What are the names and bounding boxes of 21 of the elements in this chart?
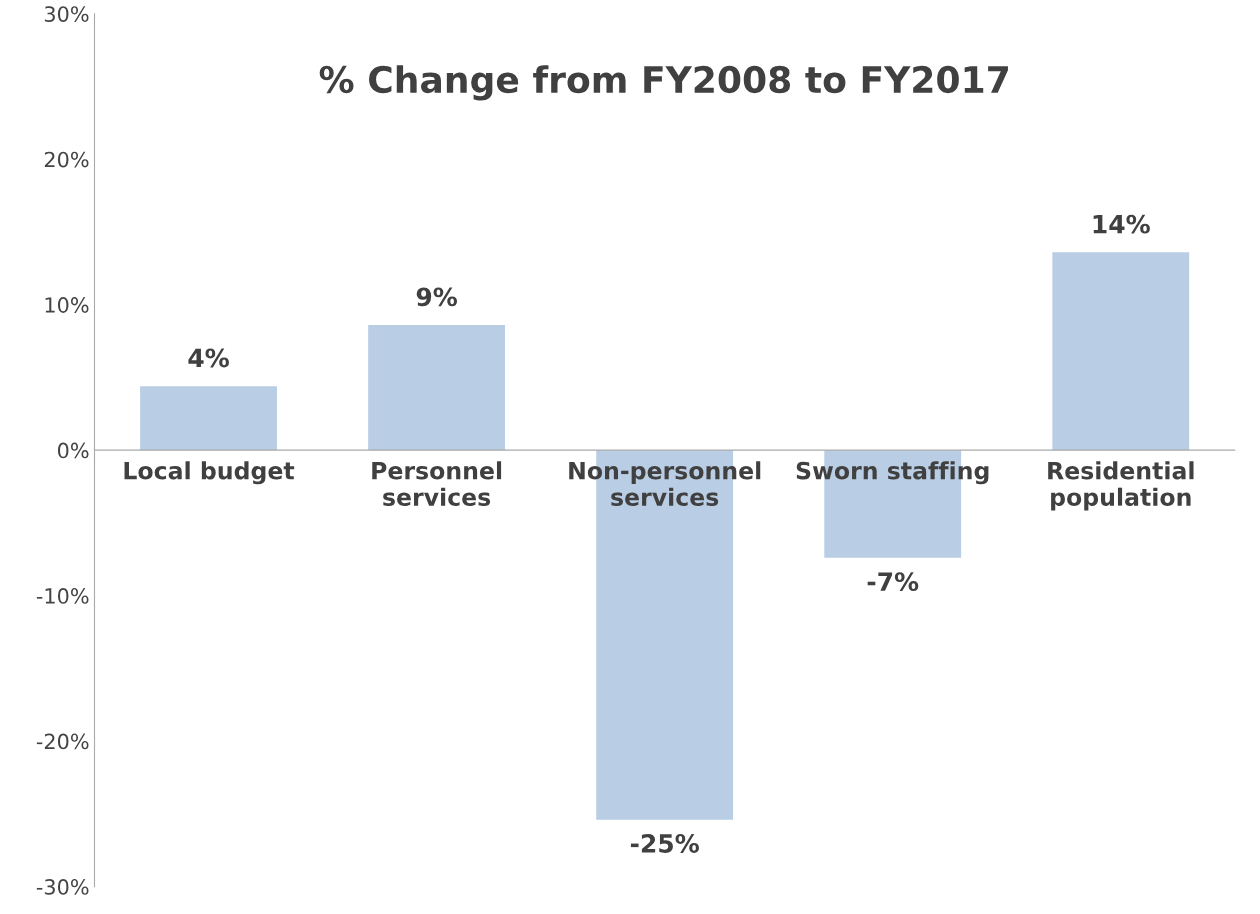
bar	[1052, 252, 1190, 451]
y-tick-label: -10%	[36, 588, 89, 604]
data-label: 4%	[188, 348, 229, 368]
x-tick-label: Personnel services	[372, 461, 502, 506]
x-tick-label: Residential population	[1048, 461, 1194, 511]
bar	[140, 386, 277, 451]
data-label: 14%	[1093, 214, 1150, 234]
bar	[368, 325, 506, 451]
y-tick-label: 10%	[45, 297, 89, 313]
y-tick-label: 0%	[57, 442, 89, 459]
y-tick-label: 30%	[44, 6, 89, 22]
x-tick-label: Sworn staffing	[796, 461, 989, 485]
text: % Change from FY2008 to FY2017	[319, 65, 1008, 101]
data-label: -25%	[630, 833, 699, 853]
data-label: 9%	[416, 287, 458, 307]
y-tick-label: -20%	[36, 733, 89, 750]
data-label: -7%	[867, 572, 919, 592]
y-tick-label: -30%	[36, 879, 89, 895]
y-tick-label: 20%	[44, 151, 89, 168]
x-tick-label: Local budget	[124, 461, 295, 485]
x-tick-label: Non-personnel services	[569, 461, 761, 506]
